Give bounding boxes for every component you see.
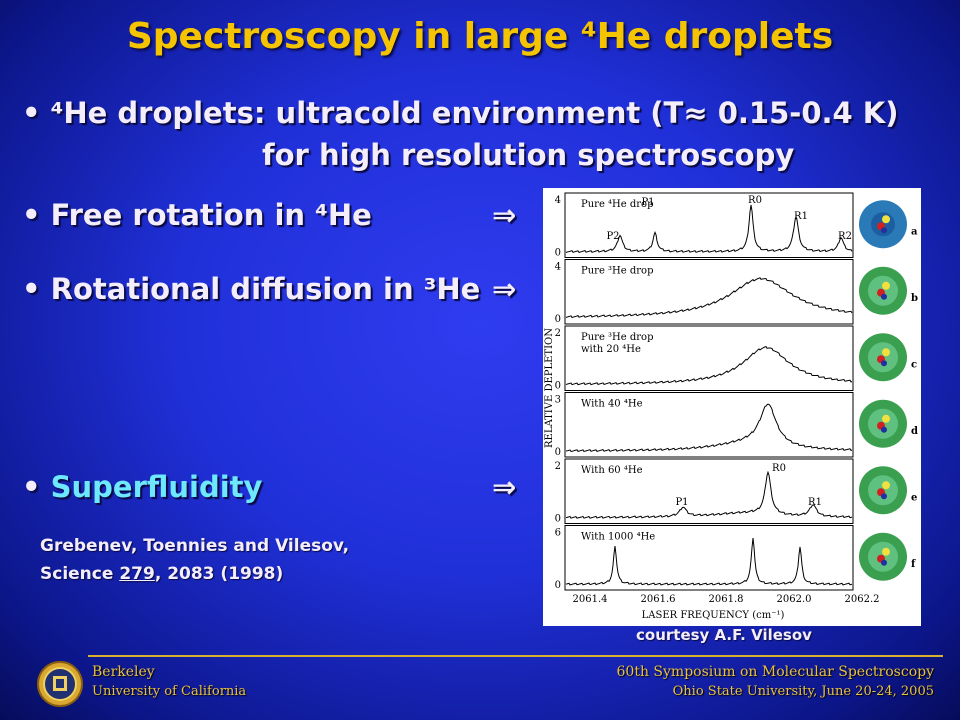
y-tick-label: 0 — [555, 248, 561, 259]
panel-frame — [564, 325, 854, 391]
panel-letter: b — [911, 293, 918, 304]
y-tick-label: 0 — [555, 381, 561, 392]
y-tick-label: 2 — [555, 461, 561, 472]
panel-label: Pure ³He drop — [581, 332, 653, 343]
molecule — [882, 348, 890, 357]
molecule — [882, 481, 890, 490]
footer-left: University of California — [92, 684, 247, 699]
panel-letter: c — [911, 359, 917, 370]
molecule — [881, 293, 887, 300]
x-tick-label: 2062.0 — [777, 594, 812, 605]
panel-label: With 60 ⁴He — [581, 465, 643, 476]
peak-label: P1 — [641, 197, 654, 208]
x-tick-label: 2061.6 — [641, 594, 676, 605]
y-tick-label: 2 — [555, 328, 561, 339]
panel-letter: a — [911, 226, 918, 237]
panel-frame — [564, 192, 854, 258]
spectrum — [565, 346, 853, 386]
peak-label: P2 — [606, 231, 619, 242]
figure-background — [543, 188, 921, 626]
molecule — [882, 281, 890, 290]
x-tick-label: 2061.8 — [709, 594, 744, 605]
arrow: ⇒ — [492, 198, 517, 232]
molecule — [881, 426, 887, 433]
molecule — [882, 414, 890, 423]
reference-volume: 279 — [119, 564, 155, 584]
x-tick-label: 2062.2 — [845, 594, 880, 605]
panel-label: with 20 ⁴He — [581, 344, 641, 355]
peak-label: R2 — [838, 231, 852, 242]
title: Spectroscopy in large ⁴He droplets — [126, 16, 834, 57]
spectrum — [565, 204, 853, 253]
peak-label: P1 — [675, 497, 688, 508]
y-tick-label: 3 — [555, 395, 561, 406]
arrow: ⇒ — [492, 470, 517, 504]
panel-label: With 40 ⁴He — [581, 399, 643, 410]
panel-letter: d — [911, 426, 918, 437]
bullet: • ⁴He droplets: ultracold environment (T… — [22, 96, 899, 130]
peak-label: R1 — [794, 211, 808, 222]
panel-label: With 1000 ⁴He — [581, 532, 655, 543]
y-tick-label: 4 — [555, 262, 561, 273]
molecule — [882, 547, 890, 556]
spectrum — [565, 470, 853, 519]
y-tick-label: 0 — [555, 447, 561, 458]
footer-right: 60th Symposium on Molecular Spectroscopy — [616, 664, 934, 680]
bullet: • Rotational diffusion in ³He — [22, 272, 481, 306]
logo — [37, 661, 83, 707]
panel-letter: f — [911, 559, 916, 570]
spectra-figure: 4 0 Pure ⁴He drop a P2 P1 R0 R1 R2 4 0 Pure ³He dro… — [543, 188, 921, 626]
spectrum — [565, 538, 853, 586]
reference-line: Science 279, 2083 (1998) — [40, 564, 283, 584]
bullet-text: for high resolution spectroscopy — [262, 138, 795, 172]
y-tick-label: 4 — [555, 195, 561, 206]
molecule — [881, 227, 887, 234]
molecule — [881, 559, 887, 566]
reference-text: Science — [40, 564, 120, 584]
panel-frame — [564, 259, 854, 325]
reference-line: Grebenev, Toennies and Vilesov, — [40, 536, 350, 556]
y-tick-label: 0 — [555, 580, 561, 591]
molecule — [881, 493, 887, 500]
courtesy: courtesy A.F. Vilesov — [636, 626, 812, 644]
spectrum — [565, 403, 853, 453]
bullet-text: ⁴He droplets: ultracold environment (T≈ … — [50, 96, 899, 130]
y-tick-label: 0 — [555, 514, 561, 525]
panel-label: Pure ³He drop — [581, 266, 653, 277]
panel-label: Pure ⁴He drop — [581, 199, 653, 210]
molecule — [881, 360, 887, 367]
x-tick-label: 2061.4 — [573, 594, 608, 605]
panel-frame — [564, 525, 854, 591]
y-tick-label: 0 — [555, 314, 561, 325]
peak-label: R0 — [772, 463, 786, 474]
bullet: • Superfluidity — [22, 470, 263, 504]
spectrum — [565, 277, 853, 319]
reference-text: , 2083 (1998) — [154, 564, 284, 584]
y-axis-label: RELATIVE DEPLETION — [544, 328, 555, 448]
bullet-text: Free rotation in ⁴He — [50, 198, 372, 232]
molecule — [882, 215, 890, 224]
peak-label: R0 — [748, 195, 762, 206]
panel-frame — [564, 458, 854, 524]
peak-label: R1 — [808, 497, 822, 508]
bullet-text: Rotational diffusion in ³He — [50, 272, 481, 306]
footer-left: Berkeley — [92, 664, 155, 680]
bullet: • Free rotation in ⁴He — [22, 198, 372, 232]
arrow: ⇒ — [492, 272, 517, 306]
panel-frame — [564, 392, 854, 458]
bullet-text: Superfluidity — [50, 470, 263, 504]
panel-letter: e — [911, 492, 917, 503]
y-tick-label: 6 — [555, 528, 561, 539]
footer-rule — [88, 655, 943, 657]
x-axis-label: LASER FREQUENCY (cm⁻¹) — [642, 610, 785, 621]
footer-right: Ohio State University, June 20-24, 2005 — [672, 684, 934, 699]
